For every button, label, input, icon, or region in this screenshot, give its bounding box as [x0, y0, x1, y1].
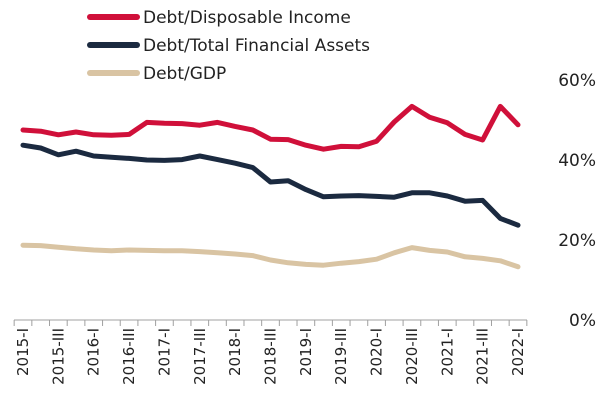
- x-tick-label: 2017-I: [155, 328, 173, 376]
- legend-label-debt-total-financial-assets: Debt/Total Financial Assets: [143, 36, 370, 56]
- legend: Debt/Disposable Income Debt/Total Financi…: [87, 8, 370, 84]
- legend-label-debt-disposable-income: Debt/Disposable Income: [143, 8, 351, 28]
- x-tick-label: 2018-III: [262, 328, 280, 385]
- x-tick-label: 2017-III: [191, 328, 209, 385]
- x-tick-label: 2019-I: [297, 328, 315, 376]
- series-lines: [20, 103, 521, 270]
- y-tick-label: 20%: [558, 231, 596, 251]
- x-tick-label: 2021-I: [438, 328, 456, 376]
- x-tick-label: 2015-I: [14, 328, 32, 376]
- legend-label-debt-gdp: Debt/GDP: [143, 64, 226, 84]
- series-line-debt-gdp: [20, 242, 521, 270]
- y-tick-label: 0%: [569, 311, 596, 331]
- x-tick-label: 2016-I: [85, 328, 103, 376]
- y-axis-ticks: 0% 20% 40% 60%: [558, 71, 596, 331]
- x-axis-ticks: 2015-I 2015-III 2016-I 2016-III 2017-I 2017-I…: [13, 320, 528, 385]
- y-tick-label: 60%: [558, 71, 596, 91]
- x-tick-label: 2015-III: [49, 328, 67, 385]
- x-tick-label: 2016-III: [120, 328, 138, 385]
- x-tick-label: 2019-III: [332, 328, 350, 385]
- x-tick-label: 2020-III: [403, 328, 421, 385]
- series-line-debt-total-financial-assets: [20, 142, 521, 228]
- x-tick-label: 2018-I: [226, 328, 244, 376]
- x-tick-label: 2020-I: [368, 328, 386, 376]
- x-tick-label: 2022-I: [509, 328, 527, 376]
- x-tick-label: 2021-III: [474, 328, 492, 385]
- series-line-debt-disposable-income: [20, 103, 521, 152]
- y-tick-label: 40%: [558, 151, 596, 171]
